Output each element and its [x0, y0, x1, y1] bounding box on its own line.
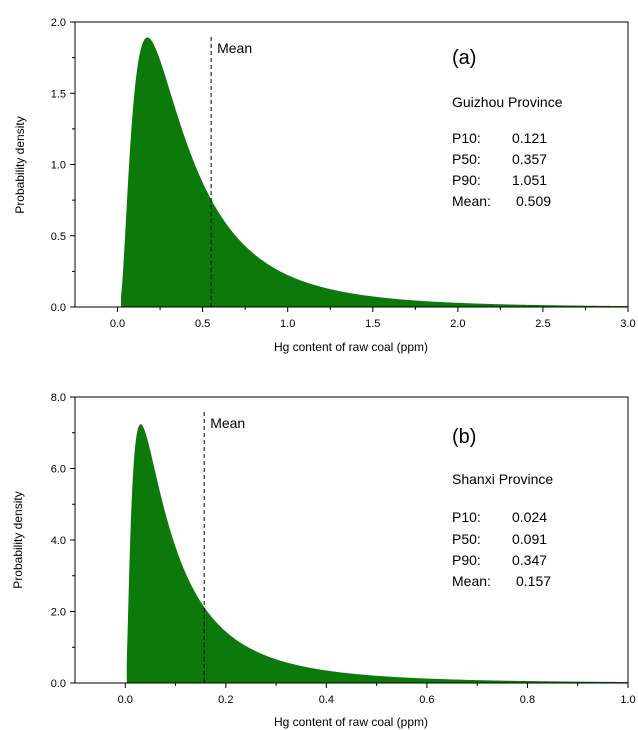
b-x-tick-label-5: 1.0 [620, 694, 635, 706]
a-stat-value-p50: 0.357 [512, 151, 547, 167]
a-stat-value-mean: 0.509 [516, 193, 551, 209]
b-y-tick-label-1: 2.0 [51, 607, 66, 619]
a-stat-label-p10: P10: [452, 130, 481, 146]
b-x-tick-label-4: 0.8 [520, 694, 535, 706]
b-density-area [126, 424, 628, 683]
a-stat-label-p50: P50: [452, 151, 481, 167]
a-y-axis-title: Probability density [13, 116, 27, 213]
a-region-label: Guizhou Province [452, 94, 563, 110]
b-stats-block: P10: 0.024 P50: 0.091 P90: 0.347 Mean: 0… [452, 509, 551, 589]
a-density-area [120, 37, 628, 307]
a-x-tick-label-4: 2.0 [450, 318, 465, 330]
b-y-tick-label-3: 6.0 [51, 464, 66, 476]
panel-b: Mean 0.0 0.2 0.4 0.6 0.8 1.0 0.02.04.06.08.0 … [11, 392, 636, 729]
b-y-axis-title: Probability density [11, 491, 25, 588]
b-x-axis-title: Hg content of raw coal (ppm) [274, 715, 428, 729]
b-x-tick-label-3: 0.6 [419, 694, 434, 706]
b-x-axis: 0.0 0.2 0.4 0.6 0.8 1.0 [118, 683, 636, 706]
a-stat-label-p90: P90: [452, 172, 481, 188]
a-y-tick-label-4: 2.0 [51, 17, 66, 29]
b-x-tick-label-2: 0.4 [319, 694, 334, 706]
b-stat-label-p50: P50: [452, 531, 481, 547]
b-y-axis: 0.0 2.0 4.0 6.0 8.0 [51, 392, 75, 690]
b-stat-label-mean: Mean: [452, 573, 491, 589]
b-y-tick-label-0: 0.0 [51, 678, 66, 690]
a-y-tick-label-0: 0.0 [51, 302, 66, 314]
a-y-tick-label-1: 0.5 [51, 231, 66, 243]
a-mean-label: Mean [217, 40, 252, 56]
b-x-tick-label-1: 0.2 [218, 694, 233, 706]
a-x-axis: 0.0 0.5 1.0 1.5 2.0 2.5 3.0 [110, 307, 636, 330]
b-stat-value-mean: 0.157 [516, 573, 551, 589]
a-stat-value-p90: 1.051 [512, 172, 547, 188]
a-stat-value-p10: 0.121 [512, 130, 547, 146]
a-panel-label: (a) [452, 47, 476, 69]
a-stats-block: P10: 0.121 P50: 0.357 P90: 1.051 Mean: 0… [452, 130, 551, 209]
b-y-tick-label-4: 8.0 [51, 392, 66, 404]
b-panel-label: (b) [452, 426, 476, 448]
a-x-tick-label-1: 0.5 [195, 318, 210, 330]
b-x-tick-label-0: 0.0 [118, 694, 133, 706]
b-y-tick-label-2: 4.0 [51, 535, 66, 547]
b-mean-label: Mean [210, 415, 245, 431]
a-x-tick-label-6: 3.0 [620, 318, 635, 330]
a-x-tick-label-2: 1.0 [280, 318, 295, 330]
a-y-axis: 0.0 0.5 1.0 1.5 2.0 [51, 17, 75, 314]
a-x-axis-title: Hg content of raw coal (ppm) [274, 340, 428, 354]
b-stat-value-p50: 0.091 [512, 531, 547, 547]
a-y-tick-label-3: 1.5 [51, 88, 66, 100]
a-x-tick-label-5: 2.5 [535, 318, 550, 330]
b-region-label: Shanxi Province [452, 471, 553, 487]
b-stat-value-p10: 0.024 [512, 509, 547, 525]
a-x-tick-label-0: 0.0 [110, 318, 125, 330]
a-x-tick-label-3: 1.5 [365, 318, 380, 330]
b-stat-value-p90: 0.347 [512, 552, 547, 568]
b-stat-label-p10: P10: [452, 509, 481, 525]
b-stat-label-p90: P90: [452, 552, 481, 568]
panel-a: Mean 0.0 0.5 1.0 1.5 2.0 2.5 3.0 0.0 0.5 1.0 1.5 2… [13, 17, 636, 354]
a-stat-label-mean: Mean: [452, 193, 491, 209]
a-y-tick-label-2: 1.0 [51, 160, 66, 172]
